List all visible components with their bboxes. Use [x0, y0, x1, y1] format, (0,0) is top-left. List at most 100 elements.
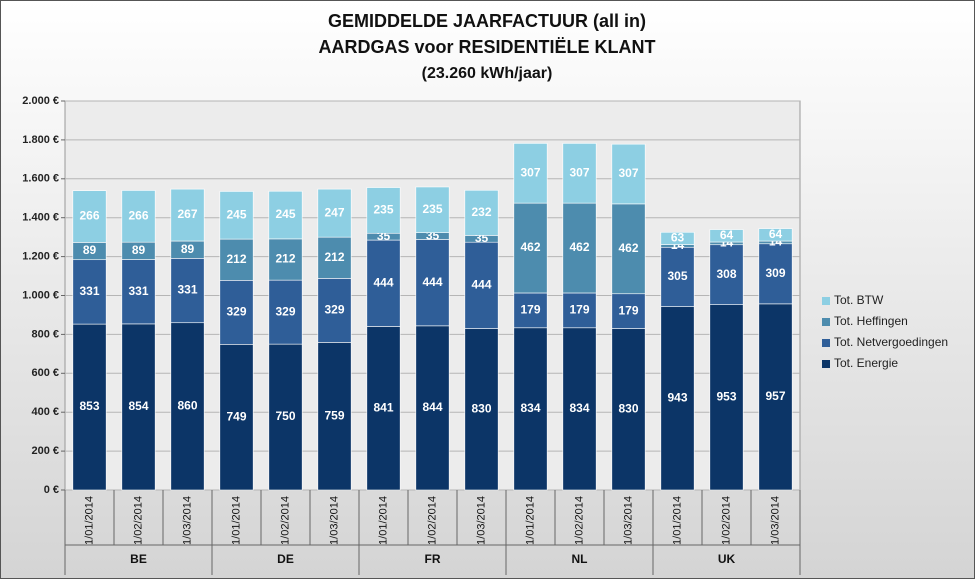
data-label: 957 [765, 389, 785, 403]
chart-title: AARDGAS voor RESIDENTIËLE KLANT [318, 37, 655, 57]
x-tick-label: 1/02/2014 [573, 496, 585, 545]
bar-segment [268, 343, 303, 491]
y-tick-label: 1.600 € [22, 173, 59, 185]
x-tick-label: 1/03/2014 [475, 496, 487, 545]
bar-segment [317, 342, 352, 491]
data-label: 89 [83, 243, 97, 257]
legend-label: Tot. Netvergoedingen [834, 335, 948, 349]
data-label: 245 [226, 207, 246, 221]
x-tick-label: 1/02/2014 [426, 496, 438, 545]
legend-label: Tot. Heffingen [834, 314, 908, 328]
data-label: 305 [667, 269, 687, 283]
data-label: 860 [177, 399, 197, 413]
bar-segment [415, 325, 450, 491]
data-label: 331 [79, 284, 99, 298]
data-label: 329 [226, 304, 246, 318]
bar-segment [611, 328, 646, 491]
bar-segment [317, 236, 352, 279]
y-tick-label: 1.800 € [22, 134, 59, 146]
data-label: 329 [324, 303, 344, 317]
x-tick-label: 1/01/2014 [671, 496, 683, 545]
bar-segment [72, 190, 107, 243]
x-tick-label: 1/03/2014 [769, 496, 781, 545]
data-label: 212 [275, 252, 295, 266]
bar-segment [611, 293, 646, 329]
bar-segment [415, 186, 450, 233]
bar-segment [660, 246, 695, 307]
x-tick-label: 1/02/2014 [720, 496, 732, 545]
x-tick-label: 1/01/2014 [377, 496, 389, 545]
y-tick-label: 1.200 € [22, 251, 59, 263]
x-tick-label: 1/01/2014 [230, 496, 242, 545]
legend-swatch [822, 360, 830, 368]
bar-segment [268, 190, 303, 240]
data-label: 179 [520, 303, 540, 317]
data-label: 331 [177, 283, 197, 297]
data-label: 212 [324, 250, 344, 264]
data-label: 830 [471, 401, 491, 415]
bar-segment [709, 229, 744, 243]
bar-segment [219, 280, 254, 345]
bar-segment [562, 327, 597, 491]
group-label: FR [425, 552, 441, 566]
data-label: 267 [177, 207, 197, 221]
data-label: 329 [275, 304, 295, 318]
bar-segment [366, 326, 401, 491]
data-label: 307 [569, 165, 589, 179]
data-label: 953 [716, 389, 736, 403]
data-label: 444 [422, 275, 442, 289]
x-tick-label: 1/03/2014 [622, 496, 634, 545]
data-label: 232 [471, 205, 491, 219]
data-label: 309 [765, 266, 785, 280]
data-label: 444 [471, 278, 491, 292]
legend-swatch [822, 339, 830, 347]
bar-segment [317, 278, 352, 343]
bar-segment [758, 303, 793, 491]
x-tick-label: 1/02/2014 [132, 496, 144, 545]
bar-segment [758, 228, 793, 242]
data-label: 462 [569, 240, 589, 254]
y-tick-label: 2.000 € [22, 95, 59, 107]
data-label: 749 [226, 409, 246, 423]
data-label: 64 [720, 228, 734, 242]
chart-subtitle: (23.260 kWh/jaar) [422, 65, 553, 82]
group-label: BE [130, 552, 147, 566]
data-label: 63 [671, 231, 685, 245]
data-label: 750 [275, 409, 295, 423]
data-label: 854 [128, 399, 148, 413]
bar-segment [562, 202, 597, 294]
bar-segment [219, 191, 254, 240]
bar-segment [219, 238, 254, 281]
x-tick-label: 1/02/2014 [279, 496, 291, 545]
x-tick-label: 1/03/2014 [181, 496, 193, 545]
bar-segment [317, 188, 352, 238]
data-label: 759 [324, 408, 344, 422]
data-label: 331 [128, 284, 148, 298]
data-label: 943 [667, 390, 687, 404]
legend-swatch [822, 297, 830, 305]
data-label: 830 [618, 401, 638, 415]
bar-segment [121, 259, 156, 325]
bar-segment [611, 143, 646, 205]
data-label: 462 [618, 241, 638, 255]
data-label: 235 [373, 203, 393, 217]
bar-segment [170, 258, 205, 324]
bar-segment [513, 292, 548, 329]
legend-label: Tot. Energie [834, 356, 898, 370]
group-label: DE [277, 552, 294, 566]
data-label: 834 [569, 401, 589, 415]
chart-title: GEMIDDELDE JAARFACTUUR (all in) [328, 11, 646, 31]
y-tick-label: 800 € [31, 328, 59, 340]
y-tick-label: 0 € [44, 484, 59, 496]
bar-segment [660, 306, 695, 491]
bar-segment [464, 328, 499, 491]
bar-segment [464, 241, 499, 329]
data-label: 235 [422, 202, 442, 216]
y-tick-label: 1.400 € [22, 212, 59, 224]
bar-segment [660, 231, 695, 245]
bar-segment [72, 323, 107, 491]
x-tick-label: 1/01/2014 [524, 496, 536, 545]
bar-segment [121, 190, 156, 243]
y-tick-label: 400 € [31, 406, 59, 418]
